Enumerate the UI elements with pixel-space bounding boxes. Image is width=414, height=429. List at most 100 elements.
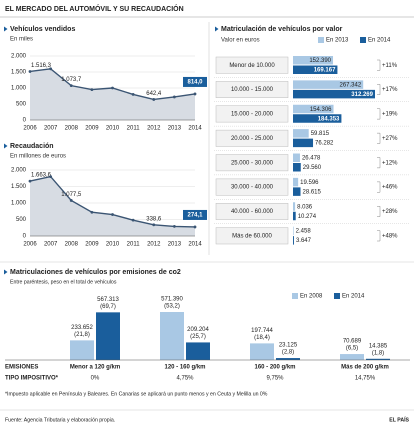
value-label: 1.516,3: [31, 63, 52, 69]
chart-title: Vehículos vendidos: [10, 26, 75, 33]
value-label: 209.204: [187, 327, 209, 333]
y-tick-label: 1.500: [11, 184, 27, 190]
legend-label: En 2013: [326, 38, 349, 44]
category-label: 10.000 - 15.000: [231, 87, 274, 93]
value-label: 10.274: [298, 214, 317, 220]
category-label: 160 - 200 g/km: [254, 365, 295, 371]
bar: [293, 89, 375, 99]
value-label-box: [183, 209, 207, 220]
value-label: 1.663,6: [31, 173, 52, 179]
bar: [293, 56, 334, 65]
y-tick-label: 0: [23, 118, 27, 124]
point: [69, 199, 73, 202]
x-tick-label: 2006: [23, 242, 37, 248]
value-label: 26.478: [302, 156, 321, 162]
area: [30, 176, 195, 236]
bar: [293, 104, 334, 114]
category-label: 20.000 - 25.000: [231, 136, 274, 142]
value-label: 814,0: [187, 80, 203, 86]
value-label: 567.313: [97, 297, 119, 303]
value-label: 19.596: [300, 180, 319, 186]
legend-label: En 2008: [300, 294, 323, 300]
share-label: (2,8): [282, 350, 294, 356]
row-label: TIPO IMPOSITIVO*: [5, 376, 59, 382]
change-label: +28%: [382, 209, 398, 215]
point: [111, 86, 114, 90]
category-box: [215, 178, 289, 196]
value-label: 70.689: [343, 339, 362, 345]
change-label: +27%: [382, 136, 398, 142]
category-label: 25.000 - 30.000: [231, 160, 274, 166]
bracket: [377, 59, 381, 71]
value-label: 14.385: [369, 343, 388, 349]
bracket: [377, 181, 381, 193]
point: [193, 225, 197, 229]
x-tick-label: 2008: [65, 126, 79, 132]
bar: [250, 343, 274, 360]
point: [69, 84, 73, 88]
bar: [160, 312, 184, 360]
category-label: 40.000 - 60.000: [231, 209, 274, 215]
category-box: [215, 105, 289, 123]
change-label: +17%: [382, 87, 398, 93]
tax-rate: 0%: [91, 376, 100, 382]
value-label: 3.647: [296, 238, 312, 244]
bar: [293, 153, 300, 162]
bar: [293, 236, 294, 245]
category-box: [215, 154, 289, 172]
legend-label: En 2014: [342, 294, 365, 300]
chart-title: Matriculación de vehículos por valor: [221, 26, 343, 33]
share-label: (6,5): [346, 346, 358, 352]
bracket: [377, 157, 381, 169]
share-label: (18,4): [254, 335, 270, 341]
bar: [293, 80, 364, 89]
point: [131, 218, 135, 222]
x-tick-label: 2007: [44, 242, 58, 248]
point: [152, 98, 156, 101]
change-label: +48%: [382, 233, 398, 239]
title-marker: [4, 143, 8, 149]
value-label: 29.560: [303, 165, 322, 171]
y-tick-label: 1.000: [11, 86, 27, 92]
change-label: +19%: [382, 112, 398, 118]
x-tick-label: 2012: [147, 126, 161, 132]
point: [193, 92, 197, 96]
point: [152, 223, 156, 227]
chart-subtitle: En miles: [10, 37, 33, 43]
source: Fuente: Agencia Tributaria y elaboración…: [5, 417, 115, 423]
bar: [293, 138, 314, 148]
y-tick-label: 500: [16, 217, 27, 223]
value-label: 338,6: [146, 216, 162, 222]
x-tick-label: 2013: [168, 242, 182, 248]
row-label: EMISIONES: [5, 365, 38, 371]
chart-title: Recaudación: [10, 143, 54, 150]
bar: [340, 354, 364, 360]
bar: [293, 114, 342, 123]
bar: [293, 211, 296, 221]
title-marker: [4, 269, 8, 275]
x-tick-label: 2010: [106, 126, 120, 132]
legend-swatch: [360, 37, 366, 43]
point: [49, 175, 53, 179]
category-label: 120 - 160 g/km: [164, 365, 205, 371]
chart-title: Matriculaciones de vehículos por emision…: [10, 269, 181, 276]
x-tick-label: 2006: [23, 126, 37, 132]
value-label: 571.390: [161, 297, 183, 303]
point: [90, 88, 94, 91]
category-label: Menor a 120 g/km: [70, 365, 120, 371]
change-label: +46%: [382, 185, 398, 191]
category-label: Menor de 10.000: [229, 63, 275, 69]
point: [49, 67, 53, 71]
legend-swatch: [334, 293, 340, 299]
brand: EL PAÍS: [389, 415, 409, 423]
value-label: 28.615: [303, 189, 322, 195]
bar: [366, 358, 390, 360]
category-box: [215, 227, 289, 245]
bar: [96, 312, 120, 360]
x-tick-label: 2011: [127, 126, 141, 132]
category-label: Más de 200 g/km: [341, 365, 389, 371]
point: [28, 70, 32, 73]
point: [111, 213, 114, 216]
tax-rate: 9,75%: [266, 376, 284, 382]
